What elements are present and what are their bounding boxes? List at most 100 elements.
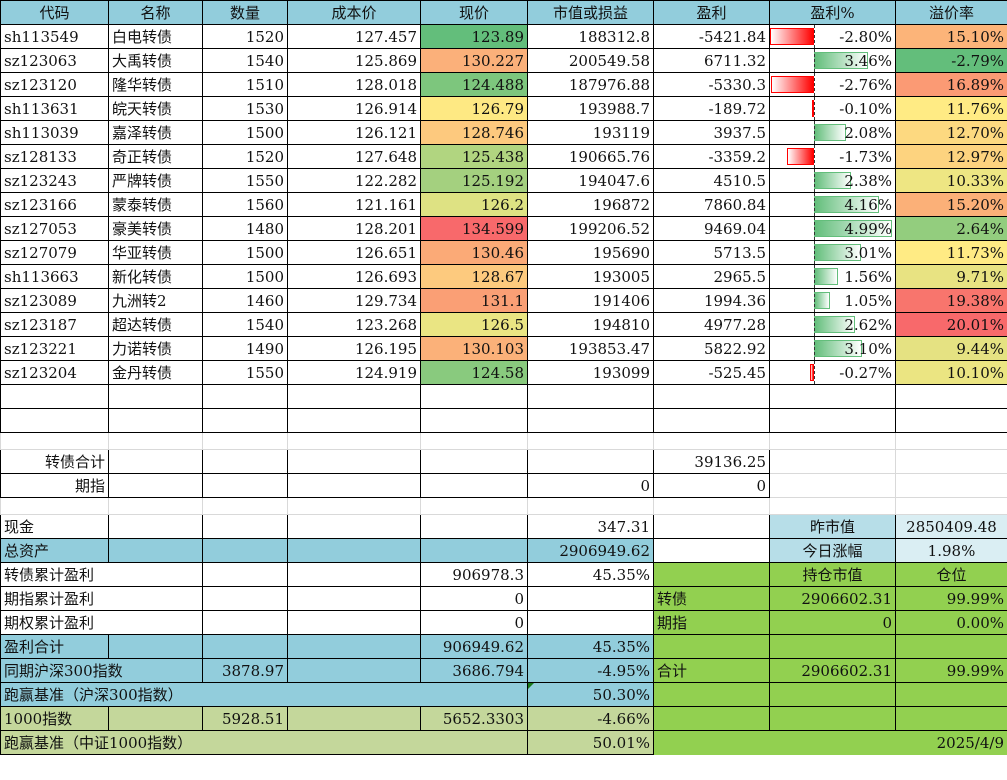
- cell[interactable]: [202, 408, 288, 433]
- hs300-start[interactable]: 3878.97: [202, 658, 288, 683]
- profit-cell[interactable]: -189.72: [653, 96, 770, 121]
- premium-cell[interactable]: 11.76%: [895, 96, 1007, 121]
- qty-cell[interactable]: 1560: [202, 192, 288, 217]
- cell[interactable]: [527, 449, 654, 474]
- cell[interactable]: [895, 384, 1007, 409]
- value-cell[interactable]: 194047.6: [527, 168, 654, 193]
- qty-cell[interactable]: 1490: [202, 336, 288, 361]
- cell[interactable]: [653, 682, 770, 707]
- cell[interactable]: [287, 538, 421, 563]
- premium-cell[interactable]: 9.44%: [895, 336, 1007, 361]
- pos-total-weight[interactable]: 99.99%: [895, 658, 1007, 683]
- name-cell[interactable]: 力诺转债: [108, 336, 203, 361]
- qty-cell[interactable]: 1530: [202, 96, 288, 121]
- code-cell[interactable]: sh113663: [0, 264, 109, 289]
- value-cell[interactable]: 196872: [527, 192, 654, 217]
- profit-total-label[interactable]: 盈利合计: [0, 634, 109, 659]
- name-cell[interactable]: 金丹转债: [108, 360, 203, 385]
- name-cell[interactable]: 严牌转债: [108, 168, 203, 193]
- qty-cell[interactable]: 1540: [202, 312, 288, 337]
- qty-cell[interactable]: 1480: [202, 216, 288, 241]
- profit-pct-cell[interactable]: 2.38%: [769, 168, 896, 193]
- cell[interactable]: [653, 497, 770, 515]
- cash-value[interactable]: 347.31: [527, 514, 654, 539]
- name-cell[interactable]: 皖天转债: [108, 96, 203, 121]
- header-value[interactable]: 市值或损益: [527, 0, 654, 25]
- cb-total-profit[interactable]: 39136.25: [653, 449, 770, 474]
- value-cell[interactable]: 195690: [527, 240, 654, 265]
- cell[interactable]: [202, 634, 288, 659]
- price-cell[interactable]: 124.488: [420, 72, 528, 97]
- cell[interactable]: [420, 432, 528, 450]
- cell[interactable]: [287, 497, 421, 515]
- profit-pct-cell[interactable]: -0.27%: [769, 360, 896, 385]
- profit-cell[interactable]: 3937.5: [653, 120, 770, 145]
- cell[interactable]: [420, 514, 528, 539]
- name-cell[interactable]: 奇正转债: [108, 144, 203, 169]
- cost-cell[interactable]: 125.869: [287, 48, 421, 73]
- profit-cell[interactable]: 4510.5: [653, 168, 770, 193]
- cell[interactable]: [769, 384, 896, 409]
- cell[interactable]: [287, 658, 421, 683]
- name-cell[interactable]: 豪美转债: [108, 216, 203, 241]
- cost-cell[interactable]: 124.919: [287, 360, 421, 385]
- profit-pct-cell[interactable]: 3.46%: [769, 48, 896, 73]
- pos-fut-label[interactable]: 期指: [653, 610, 770, 635]
- header-cost[interactable]: 成本价: [287, 0, 421, 25]
- profit-pct-cell[interactable]: 4.99%: [769, 216, 896, 241]
- premium-cell[interactable]: 15.10%: [895, 24, 1007, 49]
- header-code[interactable]: 代码: [0, 0, 109, 25]
- today-change-label[interactable]: 今日涨幅: [769, 538, 896, 563]
- code-cell[interactable]: sz127079: [0, 240, 109, 265]
- cell[interactable]: [287, 634, 421, 659]
- value-cell[interactable]: 193119: [527, 120, 654, 145]
- value-cell[interactable]: 190665.76: [527, 144, 654, 169]
- fut-cum-label[interactable]: 期指累计盈利: [0, 586, 203, 611]
- pos-total-label[interactable]: 合计: [653, 658, 770, 683]
- cell[interactable]: [0, 384, 109, 409]
- header-premium[interactable]: 溢价率: [895, 0, 1007, 25]
- value-cell[interactable]: 194810: [527, 312, 654, 337]
- profit-cell[interactable]: -525.45: [653, 360, 770, 385]
- value-cell[interactable]: 191406: [527, 288, 654, 313]
- cell[interactable]: [895, 497, 1007, 515]
- cell[interactable]: [202, 473, 288, 498]
- name-cell[interactable]: 华亚转债: [108, 240, 203, 265]
- name-cell[interactable]: 新化转债: [108, 264, 203, 289]
- cell[interactable]: [420, 473, 528, 498]
- cell[interactable]: [108, 706, 203, 731]
- date-cell[interactable]: 2025/4/9: [653, 730, 1007, 755]
- premium-cell[interactable]: 9.71%: [895, 264, 1007, 289]
- cell[interactable]: [769, 634, 896, 659]
- price-cell[interactable]: 130.227: [420, 48, 528, 73]
- cost-cell[interactable]: 129.734: [287, 288, 421, 313]
- qty-cell[interactable]: 1550: [202, 168, 288, 193]
- cell[interactable]: [420, 449, 528, 474]
- pos-fut-value[interactable]: 0: [769, 610, 896, 635]
- zz1000-now[interactable]: 5652.3303: [420, 706, 528, 731]
- code-cell[interactable]: sz123221: [0, 336, 109, 361]
- cell[interactable]: [202, 610, 288, 635]
- qty-cell[interactable]: 1500: [202, 264, 288, 289]
- zz1000-label[interactable]: 1000指数: [0, 706, 109, 731]
- name-cell[interactable]: 蒙泰转债: [108, 192, 203, 217]
- cost-cell[interactable]: 127.457: [287, 24, 421, 49]
- name-cell[interactable]: 嘉泽转债: [108, 120, 203, 145]
- premium-cell[interactable]: -2.79%: [895, 48, 1007, 73]
- cell[interactable]: [653, 634, 770, 659]
- profit-cell[interactable]: 9469.04: [653, 216, 770, 241]
- profit-cell[interactable]: 5822.92: [653, 336, 770, 361]
- price-cell[interactable]: 125.192: [420, 168, 528, 193]
- cell[interactable]: [287, 562, 421, 587]
- cell[interactable]: [287, 432, 421, 450]
- header-profit[interactable]: 盈利: [653, 0, 770, 25]
- price-cell[interactable]: 123.89: [420, 24, 528, 49]
- code-cell[interactable]: sz123089: [0, 288, 109, 313]
- cell[interactable]: [895, 634, 1007, 659]
- zz1000-start[interactable]: 5928.51: [202, 706, 288, 731]
- zz1000-pct[interactable]: -4.66%: [527, 706, 654, 731]
- profit-total-value[interactable]: 906949.62: [420, 634, 528, 659]
- name-cell[interactable]: 大禹转债: [108, 48, 203, 73]
- qty-cell[interactable]: 1510: [202, 72, 288, 97]
- opt-cum-value[interactable]: 0: [420, 610, 528, 635]
